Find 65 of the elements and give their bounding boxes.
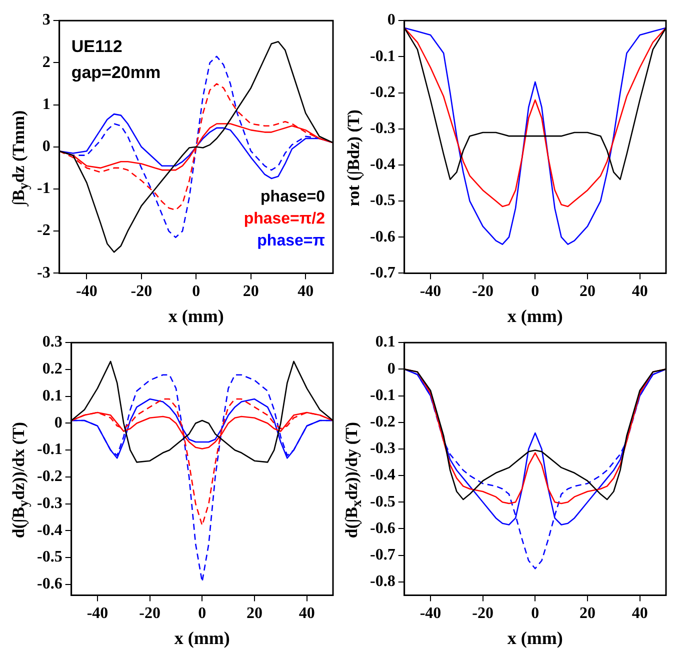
y-tick-label: -0.7 [370, 264, 396, 282]
x-tick-label: -40 [86, 604, 108, 622]
y-tick-label: 0.3 [42, 334, 62, 351]
x-axis-title: x (mm) [507, 306, 563, 326]
x-tick-label: -20 [139, 604, 160, 622]
y-tick-label: 1 [42, 96, 50, 113]
y-tick-label: -0.5 [370, 192, 396, 210]
text: phase=π [257, 232, 325, 250]
y-tick-label: -0.3 [370, 120, 396, 137]
y-tick-label: -3 [37, 264, 50, 282]
y-tick-label: -0.2 [37, 468, 62, 486]
x-axis-title: x (mm) [174, 628, 230, 648]
x-tick-label: 20 [580, 282, 596, 300]
x-tick-label: 20 [246, 604, 262, 622]
y-tick-label: 0 [387, 12, 396, 29]
x-tick-label: 40 [298, 604, 315, 622]
annotation: UE112 [71, 36, 122, 56]
y-tick-label: -0.5 [370, 493, 396, 510]
text: phase=π/2 [244, 210, 326, 228]
x-axis-title: x (mm) [168, 306, 224, 326]
y-tick-label: -0.6 [37, 576, 62, 593]
x-tick-label: -20 [472, 282, 494, 300]
y-tick-label: 0.1 [375, 334, 396, 351]
x-tick-label: 20 [580, 604, 596, 622]
y-tick-label: -2 [37, 222, 50, 240]
x-tick-label: 40 [632, 282, 648, 300]
y-tick-label: -0.3 [370, 440, 396, 458]
y-tick-label: -0.4 [37, 522, 62, 539]
x-tick-label: -40 [420, 282, 442, 300]
y-tick-label: 0 [387, 360, 396, 378]
y-tick-label: 3 [42, 12, 50, 29]
y-tick-label: -0.7 [370, 546, 396, 564]
y-tick-label: -0.1 [370, 386, 396, 404]
annotation: gap=20mm [71, 62, 161, 82]
y-tick-label: 0 [54, 414, 62, 432]
x-tick-label: -20 [472, 604, 494, 622]
y-tick-label: -0.6 [370, 228, 396, 246]
y-tick-label: 0 [42, 138, 50, 156]
y-tick-label: 0.2 [42, 360, 62, 378]
x-tick-label: 40 [632, 604, 648, 622]
y-tick-label: -0.1 [37, 441, 62, 458]
y-tick-label: -0.1 [370, 48, 396, 65]
text: phase=0 [260, 188, 326, 206]
x-tick-label: 0 [531, 282, 540, 300]
y-axis-title: rot (∫Bdz) (T) [344, 110, 364, 206]
y-tick-label: -0.3 [37, 494, 62, 512]
y-tick-label: -0.8 [370, 573, 396, 590]
y-tick-label: 2 [42, 54, 50, 71]
y-tick-label: -0.5 [37, 548, 62, 566]
y-tick-label: -0.4 [370, 156, 396, 174]
x-tick-label: 0 [198, 604, 206, 622]
y-tick-label: -0.4 [370, 466, 396, 484]
x-tick-label: -40 [76, 282, 98, 300]
x-tick-label: 40 [298, 282, 314, 300]
y-tick-label: -1 [37, 180, 50, 198]
y-tick-label: -0.2 [370, 414, 396, 431]
x-tick-label: 20 [242, 282, 259, 300]
x-tick-label: 0 [531, 604, 540, 622]
y-tick-label: 0.1 [42, 387, 62, 404]
x-axis-title: x (mm) [507, 628, 563, 648]
y-tick-label: -0.2 [370, 84, 396, 101]
x-tick-label: 0 [192, 282, 200, 300]
x-tick-label: -20 [130, 282, 152, 300]
y-tick-label: -0.6 [370, 520, 396, 537]
x-tick-label: -40 [420, 604, 442, 622]
